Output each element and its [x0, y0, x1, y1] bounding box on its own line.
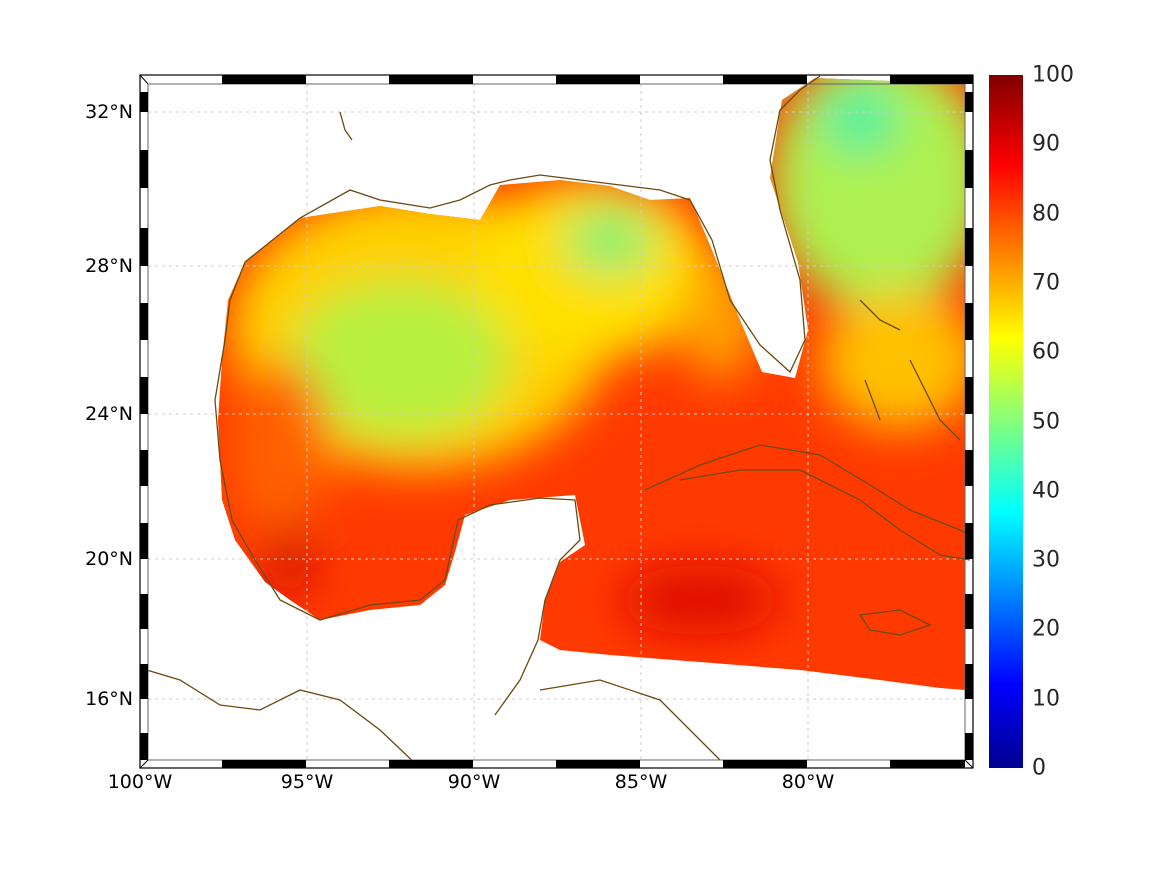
colorbar-tick-label: 0	[1032, 755, 1046, 781]
colorbar-tick-label: 50	[1032, 409, 1060, 434]
coastlines	[139, 75, 971, 769]
colorbar-tick-label: 10	[1032, 686, 1060, 712]
lat-tick-label: 20°N	[85, 548, 133, 570]
lon-tick-label: 100°W	[107, 771, 173, 793]
colorbar-tick-label: 40	[1032, 478, 1060, 504]
lat-tick-label: 28°N	[85, 255, 133, 277]
lat-tick-label: 16°N	[85, 688, 133, 710]
colorbar-tick-label: 20	[1032, 616, 1060, 642]
lat-tick-label: 24°N	[85, 403, 133, 425]
lon-tick-label: 85°W	[614, 771, 668, 793]
lat-tick-label: 32°N	[85, 101, 133, 123]
colorbar-tick-label: 100	[1032, 62, 1074, 88]
colorbar-tick-label: 30	[1032, 547, 1060, 573]
colorbar-tick-label: 60	[1032, 339, 1060, 365]
map-frame	[139, 74, 974, 769]
colorbar-tick-label: 80	[1032, 201, 1060, 227]
grid-lines	[148, 84, 965, 760]
lon-tick-label: 80°W	[781, 771, 835, 793]
lon-tick-label: 90°W	[447, 771, 501, 793]
colorbar	[989, 75, 1023, 768]
colorbar-tick-label: 70	[1032, 270, 1060, 296]
colorbar-tick-label: 90	[1032, 131, 1060, 157]
lon-tick-label: 95°W	[280, 771, 334, 793]
heatmap-field	[218, 78, 965, 690]
